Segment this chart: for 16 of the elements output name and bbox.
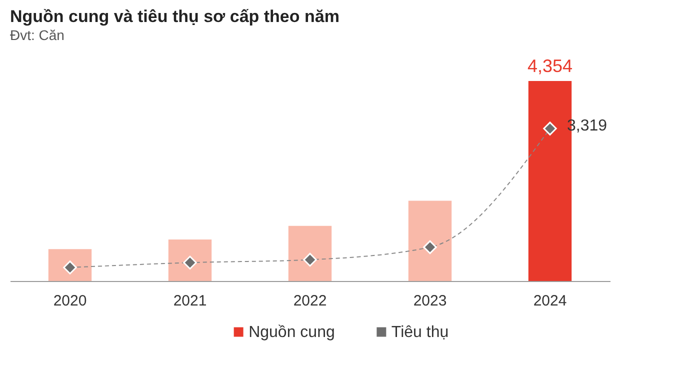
x-tick-label: 2024 (533, 292, 567, 310)
x-tick-label: 2022 (293, 292, 327, 310)
bar (408, 200, 452, 281)
legend-label: Nguồn cung (248, 324, 335, 341)
point (423, 240, 437, 254)
x-tick-label: 2023 (413, 292, 447, 310)
x-tick-label: 2020 (53, 292, 87, 310)
bar (168, 239, 212, 281)
chart-subtitle: Đvt: Căn (10, 27, 64, 43)
data-label: 4,354 (527, 56, 573, 76)
legend-label: Tiêu thụ (391, 324, 449, 341)
bar (48, 249, 92, 281)
point (543, 122, 557, 136)
bar (288, 226, 332, 281)
x-tick-label: 2021 (173, 292, 207, 310)
chart-title: Nguồn cung và tiêu thụ sơ cấp theo năm (10, 7, 340, 26)
